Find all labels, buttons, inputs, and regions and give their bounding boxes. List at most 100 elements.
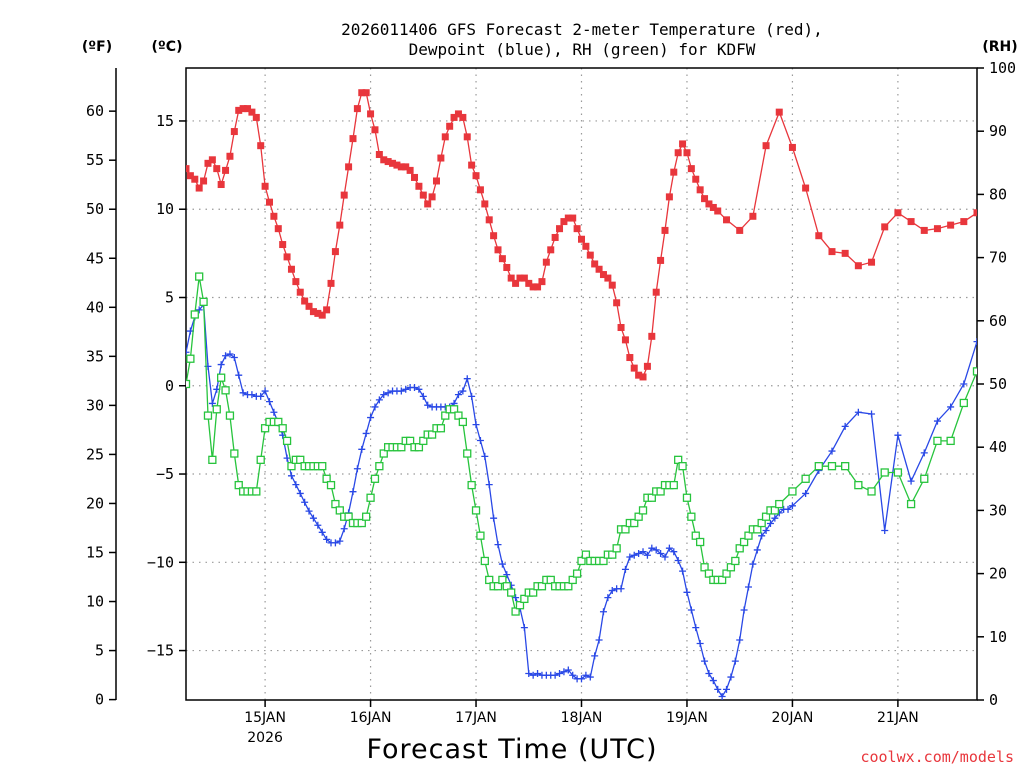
rh-point [208, 455, 217, 464]
temperature-point [349, 135, 357, 143]
dewpoint-point [586, 673, 594, 681]
celsius-tick-label: 10 [156, 200, 174, 218]
rh-point [370, 474, 380, 483]
temperature-point [314, 309, 322, 317]
temperature-point [933, 225, 941, 233]
celsius-unit-label: (ºC) [152, 39, 183, 55]
rh-point [621, 525, 630, 534]
rh-point [318, 462, 327, 471]
rh-point [744, 531, 753, 540]
temperature-point [573, 225, 581, 233]
dewpoint-point [639, 548, 647, 556]
dewpoint-point [525, 670, 533, 678]
temperature-point [714, 207, 722, 215]
temperature-point [560, 218, 568, 226]
dewpoint-point [753, 546, 761, 554]
dewpoint-point [920, 449, 928, 457]
rh-point [507, 588, 516, 597]
temperature-point [960, 218, 968, 226]
rh-point [920, 474, 929, 483]
rh-point [471, 506, 481, 515]
temperature-point [538, 278, 546, 286]
rh-point [1000, 267, 1007, 274]
rh-point [502, 582, 511, 591]
temperature-point [621, 336, 629, 344]
rh-point [296, 455, 305, 464]
temperature-point [261, 182, 269, 190]
temperature-point [213, 165, 221, 173]
rh-point [414, 443, 424, 452]
temperature-point [191, 175, 199, 183]
rh-point [717, 575, 727, 585]
dewpoint-point [727, 673, 735, 681]
temperature-point [881, 223, 889, 231]
rh-point [195, 272, 204, 281]
temperature-point [643, 362, 651, 370]
temperature-point [775, 108, 783, 116]
rh-point [814, 462, 823, 471]
plot-frame [185, 67, 978, 701]
dewpoint-point [340, 525, 348, 533]
temperature-point [459, 113, 467, 121]
dewpoint-point [494, 541, 502, 549]
temperature-point [749, 212, 757, 220]
dewpoint-point [705, 670, 713, 678]
temperature-point [450, 113, 458, 121]
rh-point [186, 354, 195, 363]
rh-tick-label: 80 [989, 185, 1007, 203]
temperature-point [569, 214, 577, 222]
temperature-point [854, 262, 862, 270]
rh-point [252, 487, 261, 496]
temperature-point [204, 159, 212, 167]
dewpoint-point [696, 640, 704, 648]
temperature-point [274, 225, 282, 233]
temperature-point [586, 251, 594, 259]
temperature-point [279, 241, 287, 249]
temperature-point [257, 142, 265, 150]
rh-point [1013, 229, 1020, 236]
dewpoint-point [973, 338, 977, 346]
temperature-point [340, 191, 348, 199]
rh-point [959, 398, 968, 408]
temperature-point [331, 248, 339, 256]
dewpoint-point [424, 401, 432, 409]
rh-point [515, 601, 525, 610]
fahrenheit-tick-label: 35 [86, 347, 104, 365]
x-tick-label: 20JAN [772, 710, 814, 726]
series-temperature [186, 89, 977, 381]
temperature-point [520, 274, 528, 282]
dewpoint-point [551, 671, 559, 679]
temperature-point [635, 371, 643, 379]
temperature-point [454, 110, 462, 118]
dewpoint-point [498, 560, 506, 568]
dewpoint-point [701, 657, 709, 665]
temperature-point [556, 225, 564, 233]
credit-label: coolwx.com/models [860, 748, 1014, 766]
dewpoint-point [476, 436, 484, 444]
dewpoint-point [331, 539, 339, 547]
dewpoint-point [186, 348, 190, 356]
temperature-point [529, 283, 537, 291]
rh-point [186, 379, 191, 389]
dewpoint-point [881, 527, 889, 535]
temperature-point [582, 242, 590, 250]
dewpoint-point [415, 385, 423, 393]
celsius-tick-label: 5 [165, 288, 174, 306]
temperature-point [652, 288, 660, 296]
dewpoint-point [648, 544, 656, 552]
axes: 605550454035302520151050151050−5−10−1510… [86, 59, 1016, 746]
rh-point [696, 537, 705, 547]
dewpoint-point [402, 385, 410, 393]
rh-point [564, 582, 573, 591]
rh-point [463, 449, 472, 458]
temperature-point [687, 165, 695, 173]
rh-point [788, 487, 797, 496]
temperature-point [591, 260, 599, 268]
temperature-point [674, 149, 682, 157]
dewpoint-point [784, 505, 792, 513]
dewpoint-point [714, 685, 722, 693]
temperature-point [437, 154, 445, 162]
temperature-point [318, 311, 326, 319]
fahrenheit-tick-label: 25 [86, 445, 104, 463]
